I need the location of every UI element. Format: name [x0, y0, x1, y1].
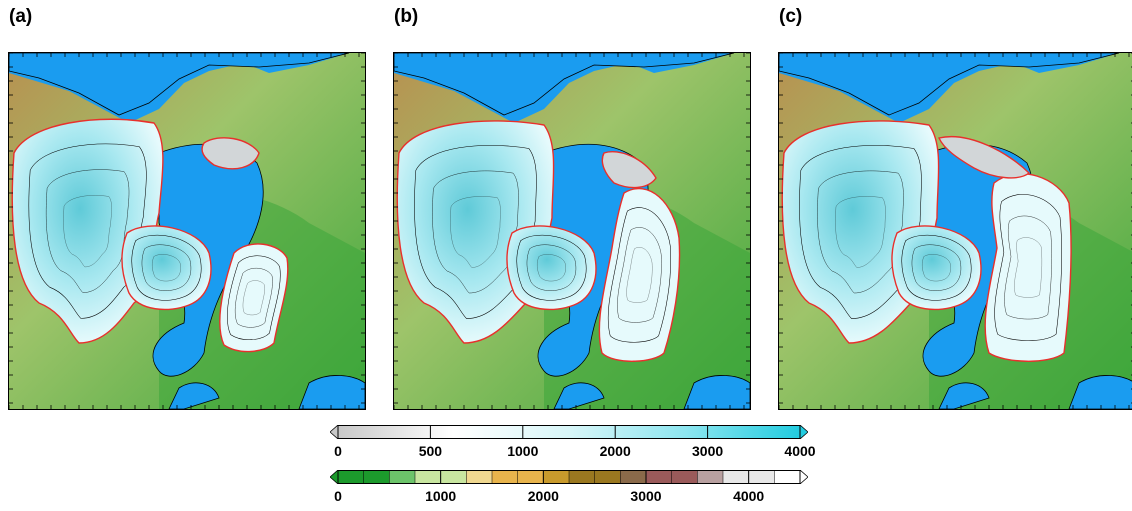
- sea-1: [779, 53, 1120, 116]
- ice-thickness-colorbar: [330, 425, 808, 439]
- map-panel-b: [393, 52, 751, 410]
- colorbar-step: [414, 470, 442, 484]
- colorbar-tick-label: 3000: [692, 443, 724, 459]
- colorbar-tick-label: 3000: [630, 488, 662, 504]
- sea-1: [9, 53, 350, 116]
- frame-ticks: [394, 53, 750, 409]
- map-c-svg: [779, 53, 1132, 409]
- colorbar-step: [722, 470, 750, 484]
- panel-label-c: (c): [779, 6, 803, 27]
- ice-contours-2: [607, 207, 671, 343]
- sea-3: [168, 382, 220, 409]
- sea-2: [1068, 375, 1132, 409]
- colorbar-tick-label: 1000: [507, 443, 539, 459]
- sea-3: [553, 382, 605, 409]
- colorbar-step: [543, 470, 570, 484]
- colorbar-step: [645, 470, 673, 484]
- colorbar-fill: [338, 425, 800, 439]
- map-a-svg: [9, 53, 365, 409]
- ice-sheet-3: [938, 136, 1031, 179]
- map-b-svg: [394, 53, 750, 409]
- colorbar-step: [594, 470, 622, 484]
- ice-sheet-1: [121, 225, 212, 311]
- colorbar-over: [799, 470, 808, 484]
- ice-sheet-1: [506, 225, 597, 311]
- colorbar-step: [363, 470, 391, 484]
- colorbar-under: [330, 470, 339, 484]
- colorbar-over: [799, 425, 808, 439]
- colorbar-step: [491, 470, 519, 484]
- colorbar-tick-label: 1000: [425, 488, 457, 504]
- ice-sheet-2: [598, 187, 681, 362]
- map-panel-c: [778, 52, 1132, 410]
- ice-sheet-3: [601, 151, 657, 189]
- colorbar-step: [697, 470, 724, 484]
- colorbar-step: [568, 470, 596, 484]
- colorbar-step: [440, 470, 468, 484]
- ice-sheet-1: [891, 225, 982, 311]
- topography-colorbar-labels: 0 1000 2000 3000 4000: [330, 488, 808, 504]
- colorbar-tick-label: 4000: [784, 443, 816, 459]
- sea-3: [938, 382, 990, 409]
- colorbar-step: [337, 470, 365, 484]
- colorbar-tick-label: 2000: [599, 443, 631, 459]
- colorbar-step: [748, 470, 776, 484]
- sea-2: [298, 375, 365, 409]
- topography-colorbar: [330, 470, 808, 484]
- panel-label-b: (b): [394, 6, 419, 27]
- colorbar-tick-label: 0: [334, 443, 342, 459]
- colorbar-step: [671, 470, 699, 484]
- colorbar-step: [774, 470, 801, 484]
- colorbar-step: [389, 470, 416, 484]
- colorbar-tick-label: 4000: [733, 488, 765, 504]
- sea-2: [683, 375, 750, 409]
- ice-thickness-colorbar-labels: 0 500 1000 2000 3000 4000: [330, 443, 815, 459]
- colorbar-step: [517, 470, 545, 484]
- colorbar-step: [466, 470, 493, 484]
- frame-ticks: [9, 53, 365, 409]
- ice-sheet-2: [219, 243, 289, 353]
- colorbar-tick-label: 500: [418, 443, 443, 459]
- colorbar-under: [330, 425, 339, 439]
- map-panel-a: [8, 52, 366, 410]
- colorbar-step: [620, 470, 647, 484]
- sea-1: [394, 53, 735, 116]
- ice-sheet-2: [984, 173, 1072, 362]
- colorbar-tick-label: 0: [334, 488, 342, 504]
- panel-label-a: (a): [9, 6, 33, 27]
- ice-sheet-3: [201, 137, 260, 170]
- colorbar-tick-label: 2000: [527, 488, 559, 504]
